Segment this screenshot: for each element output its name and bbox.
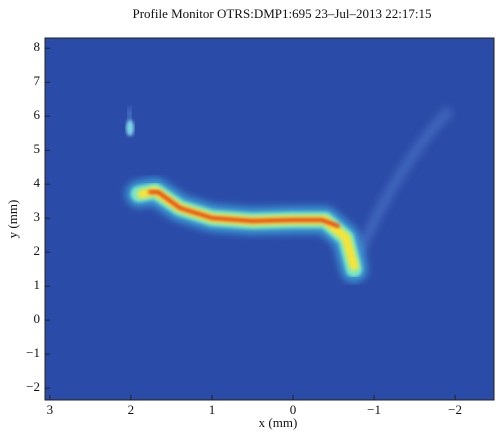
- x-tick-label: 1: [209, 402, 216, 417]
- y-axis-label: y (mm): [5, 200, 20, 239]
- y-tick-label: −2: [26, 379, 40, 394]
- x-tick-label: 0: [290, 402, 297, 417]
- y-tick-label: 2: [34, 243, 41, 258]
- x-tick-label: 3: [47, 402, 54, 417]
- y-tick-label: 1: [34, 277, 41, 292]
- x-tick-label: −1: [367, 402, 381, 417]
- y-tick-label: 3: [34, 209, 41, 224]
- x-tick-label: 2: [128, 402, 135, 417]
- y-tick-label: 7: [34, 73, 41, 88]
- plot-frame: [44, 37, 495, 401]
- x-axis-label: x (mm): [259, 415, 298, 430]
- beam-image: [125, 106, 454, 282]
- y-tick-label: 5: [34, 141, 41, 156]
- y-tick-label: −1: [26, 345, 40, 360]
- y-tick-label: 6: [34, 107, 41, 122]
- y-tick-label: 4: [34, 175, 41, 190]
- chart-title: Profile Monitor OTRS:DMP1:695 23–Jul–201…: [132, 6, 431, 21]
- x-tick-label: −2: [448, 402, 462, 417]
- y-tick-label: 0: [34, 311, 41, 326]
- y-tick-label: 8: [34, 39, 41, 54]
